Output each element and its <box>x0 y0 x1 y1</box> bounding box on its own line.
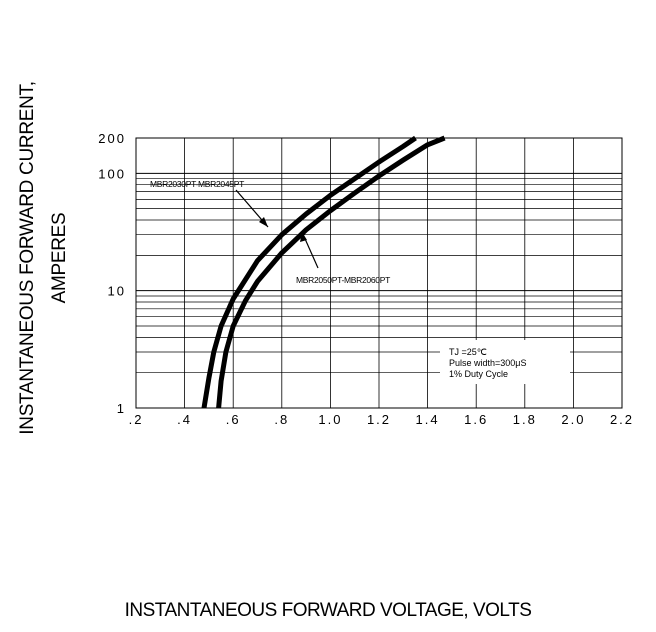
y-tick-label: 10 <box>108 284 126 299</box>
x-axis-title: INSTANTANEOUS FORWARD VOLTAGE, VOLTS <box>124 600 532 621</box>
plot-frame <box>135 137 623 409</box>
series-layer <box>201 135 446 409</box>
callout-arrowhead-1 <box>259 217 268 227</box>
series-line-1 <box>201 135 417 409</box>
annotation-line-duty: 1% Duty Cycle <box>449 369 508 379</box>
y-axis-label-line2: AMPERES <box>49 212 70 304</box>
series-callouts: MBR2030PT-MBR2045PT MBR2050PT-MBR2060PT <box>150 179 390 285</box>
series-label-mbr2030: MBR2030PT-MBR2045PT <box>150 179 244 189</box>
callout-arrowhead-2 <box>300 232 307 242</box>
x-tick-label: 1.2 <box>367 412 391 427</box>
series-line-2 <box>216 135 446 409</box>
x-tick-labels: .2 .4 .6 .8 1.0 1.2 1.4 1.6 1.8 2.0 2.2 <box>129 412 634 427</box>
y-axis-label-line1: INSTANTANEOUS FORWARD CURRENT, <box>17 81 38 435</box>
annotation-line-tj: TJ =25℃ <box>449 347 487 357</box>
x-tick-label: .8 <box>274 412 289 427</box>
y-axis-title: INSTANTANEOUS FORWARD CURRENT, AMPERES <box>0 0 90 520</box>
x-tick-label: .6 <box>226 412 241 427</box>
series-label-mbr2050: MBR2050PT-MBR2060PT <box>296 275 390 285</box>
conditions-annotation: TJ =25℃ Pulse width=300μS 1% Duty Cycle <box>440 340 570 384</box>
annotation-line-pulse: Pulse width=300μS <box>449 358 526 368</box>
y-tick-labels: 1 10 100 200 <box>98 131 126 416</box>
x-tick-label: 1.4 <box>416 412 440 427</box>
y-tick-label: 200 <box>98 131 126 146</box>
y-tick-label: 100 <box>98 166 126 181</box>
x-tick-label: .4 <box>177 412 192 427</box>
x-tick-label: 1.6 <box>464 412 488 427</box>
x-tick-label: .2 <box>129 412 144 427</box>
x-tick-label: 1.8 <box>513 412 537 427</box>
y-tick-label: 1 <box>117 401 126 416</box>
x-tick-label: 1.0 <box>318 412 342 427</box>
x-tick-label: 2.0 <box>561 412 585 427</box>
x-tick-label: 2.2 <box>610 412 634 427</box>
